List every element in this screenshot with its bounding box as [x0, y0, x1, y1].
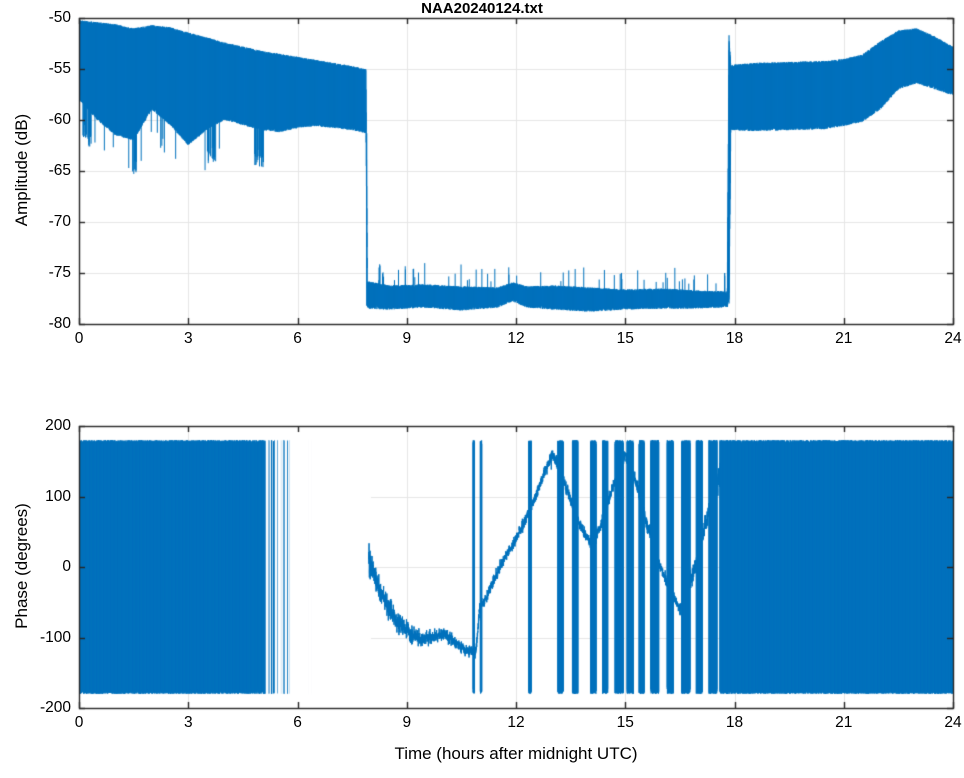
- plot-canvas: [0, 0, 964, 778]
- matlab-figure: NAA20240124.txt 0 3 6 9 12 15 18 21 24 -80 -75 -70-…: [0, 0, 964, 778]
